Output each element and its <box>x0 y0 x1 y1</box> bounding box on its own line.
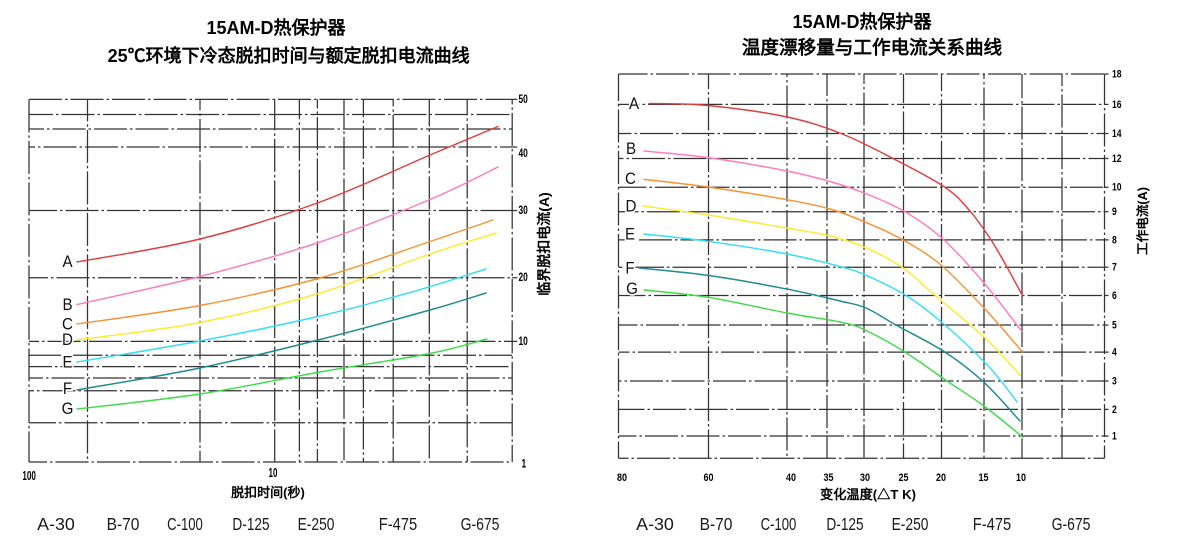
svg-text:1: 1 <box>1112 430 1117 442</box>
svg-text:10: 10 <box>1016 472 1026 484</box>
svg-text:50: 50 <box>519 94 529 107</box>
svg-text:B-70: B-70 <box>700 514 733 534</box>
svg-text:20: 20 <box>936 472 946 484</box>
svg-text:D-125: D-125 <box>232 516 269 535</box>
svg-text:60: 60 <box>703 472 713 484</box>
svg-text:E: E <box>625 225 635 244</box>
svg-text:G-675: G-675 <box>461 516 500 535</box>
svg-text:D-125: D-125 <box>826 516 863 535</box>
svg-text:4: 4 <box>1112 347 1117 359</box>
svg-text:临界脱扣电流(A): 临界脱扣电流(A) <box>536 192 552 295</box>
svg-text:80: 80 <box>617 472 627 484</box>
svg-text:F-475: F-475 <box>973 515 1011 534</box>
svg-text:20: 20 <box>519 272 529 285</box>
svg-text:B: B <box>62 295 72 314</box>
svg-text:C-100: C-100 <box>761 515 797 534</box>
svg-text:1: 1 <box>522 458 527 471</box>
svg-text:30: 30 <box>860 472 870 484</box>
svg-text:25℃环境下冷态脱扣时间与额定脱扣电流曲线: 25℃环境下冷态脱扣时间与额定脱扣电流曲线 <box>108 45 470 66</box>
svg-text:C: C <box>62 315 73 334</box>
svg-text:D: D <box>626 197 637 216</box>
svg-text:40: 40 <box>519 148 529 161</box>
svg-text:D: D <box>62 330 73 349</box>
svg-text:10: 10 <box>519 336 529 349</box>
svg-text:35: 35 <box>823 472 833 484</box>
svg-text:6: 6 <box>1112 290 1117 302</box>
svg-text:12: 12 <box>1112 153 1122 165</box>
svg-text:40: 40 <box>786 472 796 484</box>
svg-text:F: F <box>625 259 634 278</box>
svg-text:15AM-D热保护器: 15AM-D热保护器 <box>206 17 346 38</box>
svg-text:F-475: F-475 <box>379 515 417 534</box>
svg-text:A-30: A-30 <box>37 514 75 534</box>
svg-text:A: A <box>62 252 72 271</box>
svg-text:变化温度(△T K): 变化温度(△T K) <box>820 486 916 502</box>
svg-text:G-675: G-675 <box>1052 516 1091 535</box>
svg-text:脱扣时间(秒): 脱扣时间(秒) <box>231 485 305 500</box>
svg-text:G: G <box>62 399 74 418</box>
svg-text:8: 8 <box>1112 234 1117 246</box>
svg-text:C: C <box>625 169 636 188</box>
svg-text:18: 18 <box>1112 68 1122 80</box>
svg-text:A-30: A-30 <box>636 514 674 534</box>
svg-text:B-70: B-70 <box>107 514 140 534</box>
svg-text:9: 9 <box>1112 206 1117 218</box>
svg-text:7: 7 <box>1112 262 1117 274</box>
svg-text:16: 16 <box>1112 99 1122 111</box>
svg-text:E-250: E-250 <box>298 516 335 535</box>
svg-text:5: 5 <box>1112 319 1117 331</box>
svg-text:工作电流(A): 工作电流(A) <box>1135 187 1150 255</box>
svg-text:G: G <box>626 279 638 298</box>
svg-text:30: 30 <box>519 205 529 218</box>
svg-text:3: 3 <box>1112 375 1117 387</box>
svg-text:B: B <box>626 139 636 158</box>
svg-text:15: 15 <box>978 472 988 484</box>
svg-text:2: 2 <box>1112 404 1117 416</box>
svg-text:温度漂移量与工作电流关系曲线: 温度漂移量与工作电流关系曲线 <box>742 37 1003 58</box>
svg-text:C-100: C-100 <box>167 515 203 534</box>
svg-text:A: A <box>629 94 639 113</box>
svg-text:100: 100 <box>22 469 36 483</box>
svg-text:E: E <box>62 353 72 372</box>
svg-text:10: 10 <box>1112 182 1122 194</box>
svg-text:E-250: E-250 <box>892 516 929 535</box>
svg-text:25: 25 <box>898 472 908 484</box>
svg-text:15AM-D热保护器: 15AM-D热保护器 <box>792 11 932 32</box>
svg-text:10: 10 <box>269 467 278 480</box>
svg-text:F: F <box>63 379 72 398</box>
svg-text:14: 14 <box>1112 128 1122 140</box>
